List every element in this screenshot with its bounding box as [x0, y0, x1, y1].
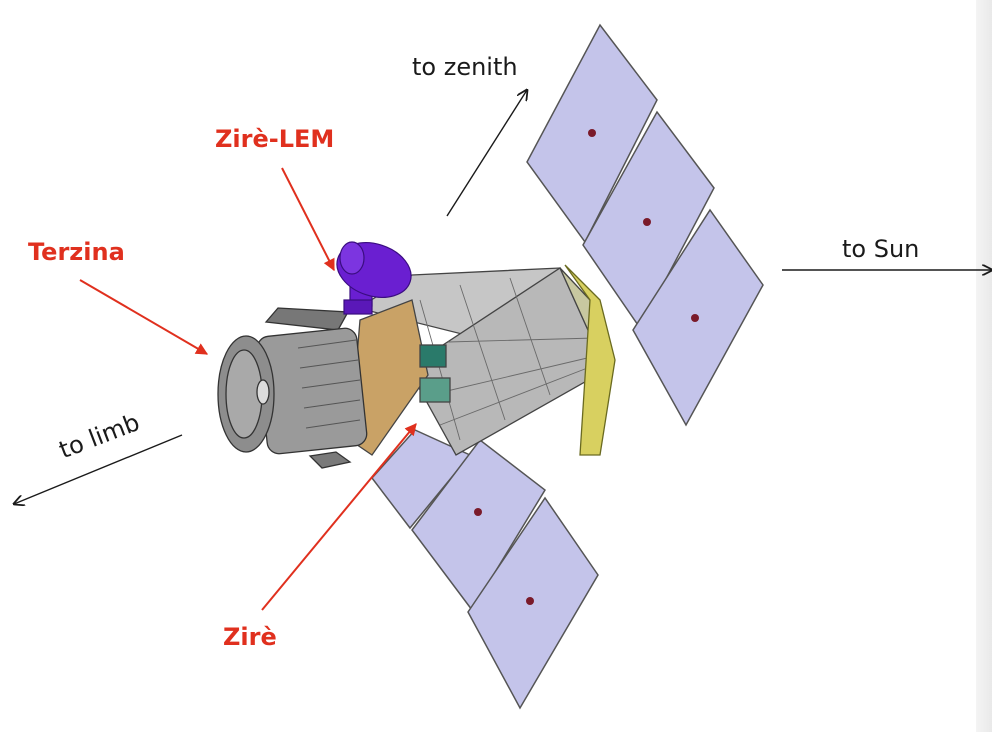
- zire-lem-callout: [281, 167, 335, 272]
- lower-solar-array: [371, 429, 599, 710]
- zire-lem-antenna: [336, 241, 412, 315]
- terzina-label: Terzina: [28, 238, 125, 266]
- solar-panel: [411, 438, 546, 612]
- zenith-arrow: [446, 90, 527, 217]
- terzina-callout: [79, 279, 209, 355]
- zire-lem-label: Zirè-LEM: [215, 125, 335, 153]
- antenna-base: [343, 299, 373, 315]
- page-edge: [976, 0, 992, 732]
- sun-label: to Sun: [842, 235, 920, 263]
- callout-arrows: [79, 167, 417, 611]
- zire-label: Zirè: [223, 623, 277, 651]
- upper-solar-array: [526, 23, 764, 427]
- electronics-box: [419, 344, 447, 368]
- terzina-instrument: [217, 307, 368, 469]
- limb-arrow: [14, 434, 183, 504]
- electronics-box: [419, 377, 451, 403]
- thruster-nozzle: [308, 451, 352, 469]
- camera-lens: [256, 379, 270, 405]
- antenna-dish-rim: [339, 241, 365, 275]
- zenith-label: to zenith: [412, 53, 518, 81]
- spacecraft-bus: [349, 264, 616, 456]
- zire-callout: [261, 423, 417, 611]
- radiator-fins: [264, 307, 350, 331]
- direction-arrows: [14, 90, 992, 504]
- sun-side-frame: [564, 264, 616, 456]
